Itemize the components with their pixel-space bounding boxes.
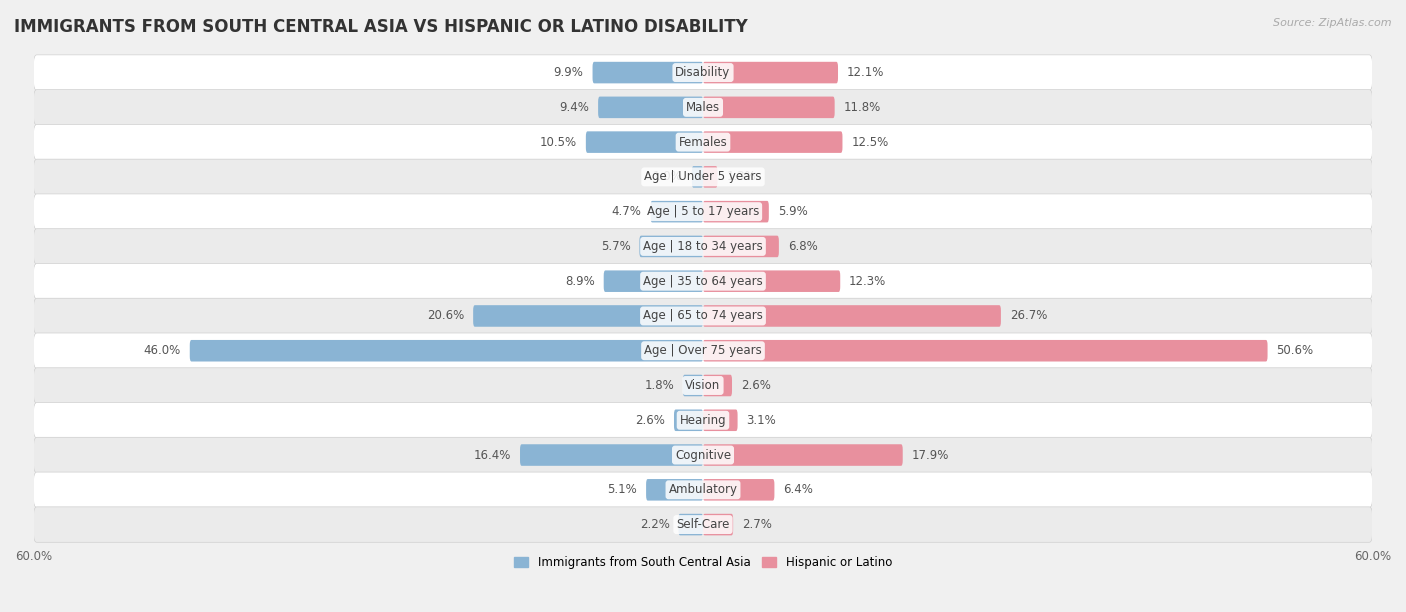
FancyBboxPatch shape xyxy=(34,55,1372,91)
Text: 1.0%: 1.0% xyxy=(654,170,683,184)
FancyBboxPatch shape xyxy=(692,166,703,188)
Text: 8.9%: 8.9% xyxy=(565,275,595,288)
Text: 46.0%: 46.0% xyxy=(143,344,181,357)
FancyBboxPatch shape xyxy=(34,298,1372,334)
Text: 9.9%: 9.9% xyxy=(554,66,583,79)
FancyBboxPatch shape xyxy=(673,409,703,431)
FancyBboxPatch shape xyxy=(34,124,1372,160)
FancyBboxPatch shape xyxy=(679,514,703,536)
FancyBboxPatch shape xyxy=(703,62,838,83)
FancyBboxPatch shape xyxy=(703,236,779,257)
Text: Age | Over 75 years: Age | Over 75 years xyxy=(644,344,762,357)
FancyBboxPatch shape xyxy=(603,271,703,292)
FancyBboxPatch shape xyxy=(586,132,703,153)
FancyBboxPatch shape xyxy=(520,444,703,466)
Text: Hearing: Hearing xyxy=(679,414,727,427)
Text: 17.9%: 17.9% xyxy=(911,449,949,461)
Text: 12.3%: 12.3% xyxy=(849,275,886,288)
Text: 6.4%: 6.4% xyxy=(783,483,813,496)
FancyBboxPatch shape xyxy=(34,368,1372,403)
FancyBboxPatch shape xyxy=(703,514,733,536)
Text: Females: Females xyxy=(679,136,727,149)
Text: IMMIGRANTS FROM SOUTH CENTRAL ASIA VS HISPANIC OR LATINO DISABILITY: IMMIGRANTS FROM SOUTH CENTRAL ASIA VS HI… xyxy=(14,18,748,36)
Text: 2.2%: 2.2% xyxy=(640,518,669,531)
FancyBboxPatch shape xyxy=(703,340,1268,362)
Text: Disability: Disability xyxy=(675,66,731,79)
Text: 4.7%: 4.7% xyxy=(612,205,641,218)
Text: Age | 65 to 74 years: Age | 65 to 74 years xyxy=(643,310,763,323)
FancyBboxPatch shape xyxy=(34,89,1372,125)
FancyBboxPatch shape xyxy=(34,438,1372,472)
FancyBboxPatch shape xyxy=(474,305,703,327)
Legend: Immigrants from South Central Asia, Hispanic or Latino: Immigrants from South Central Asia, Hisp… xyxy=(509,551,897,574)
Text: 3.1%: 3.1% xyxy=(747,414,776,427)
Text: 5.7%: 5.7% xyxy=(600,240,630,253)
Text: 2.6%: 2.6% xyxy=(636,414,665,427)
FancyBboxPatch shape xyxy=(647,479,703,501)
FancyBboxPatch shape xyxy=(34,403,1372,438)
Text: 1.8%: 1.8% xyxy=(644,379,673,392)
FancyBboxPatch shape xyxy=(703,97,835,118)
FancyBboxPatch shape xyxy=(703,201,769,222)
FancyBboxPatch shape xyxy=(703,409,738,431)
FancyBboxPatch shape xyxy=(34,263,1372,299)
FancyBboxPatch shape xyxy=(651,201,703,222)
FancyBboxPatch shape xyxy=(34,507,1372,542)
FancyBboxPatch shape xyxy=(34,159,1372,195)
Text: 11.8%: 11.8% xyxy=(844,101,880,114)
Text: Age | Under 5 years: Age | Under 5 years xyxy=(644,170,762,184)
Text: Source: ZipAtlas.com: Source: ZipAtlas.com xyxy=(1274,18,1392,28)
Text: Self-Care: Self-Care xyxy=(676,518,730,531)
FancyBboxPatch shape xyxy=(683,375,703,397)
Text: 16.4%: 16.4% xyxy=(474,449,512,461)
FancyBboxPatch shape xyxy=(592,62,703,83)
Text: Cognitive: Cognitive xyxy=(675,449,731,461)
Text: 20.6%: 20.6% xyxy=(427,310,464,323)
FancyBboxPatch shape xyxy=(34,229,1372,264)
Text: 26.7%: 26.7% xyxy=(1010,310,1047,323)
Text: 2.7%: 2.7% xyxy=(742,518,772,531)
Text: 12.1%: 12.1% xyxy=(846,66,884,79)
FancyBboxPatch shape xyxy=(703,166,717,188)
Text: Age | 18 to 34 years: Age | 18 to 34 years xyxy=(643,240,763,253)
Text: 10.5%: 10.5% xyxy=(540,136,576,149)
Text: Vision: Vision xyxy=(685,379,721,392)
FancyBboxPatch shape xyxy=(34,472,1372,507)
FancyBboxPatch shape xyxy=(34,333,1372,368)
Text: 5.1%: 5.1% xyxy=(607,483,637,496)
FancyBboxPatch shape xyxy=(703,305,1001,327)
Text: Age | 5 to 17 years: Age | 5 to 17 years xyxy=(647,205,759,218)
FancyBboxPatch shape xyxy=(190,340,703,362)
Text: 5.9%: 5.9% xyxy=(778,205,807,218)
Text: Males: Males xyxy=(686,101,720,114)
Text: 9.4%: 9.4% xyxy=(560,101,589,114)
FancyBboxPatch shape xyxy=(703,132,842,153)
Text: 1.3%: 1.3% xyxy=(727,170,756,184)
Text: 50.6%: 50.6% xyxy=(1277,344,1313,357)
FancyBboxPatch shape xyxy=(34,194,1372,230)
Text: 2.6%: 2.6% xyxy=(741,379,770,392)
FancyBboxPatch shape xyxy=(703,444,903,466)
FancyBboxPatch shape xyxy=(703,479,775,501)
FancyBboxPatch shape xyxy=(703,271,841,292)
FancyBboxPatch shape xyxy=(598,97,703,118)
Text: 6.8%: 6.8% xyxy=(787,240,817,253)
Text: Ambulatory: Ambulatory xyxy=(668,483,738,496)
Text: Age | 35 to 64 years: Age | 35 to 64 years xyxy=(643,275,763,288)
FancyBboxPatch shape xyxy=(640,236,703,257)
FancyBboxPatch shape xyxy=(703,375,733,397)
Text: 12.5%: 12.5% xyxy=(852,136,889,149)
